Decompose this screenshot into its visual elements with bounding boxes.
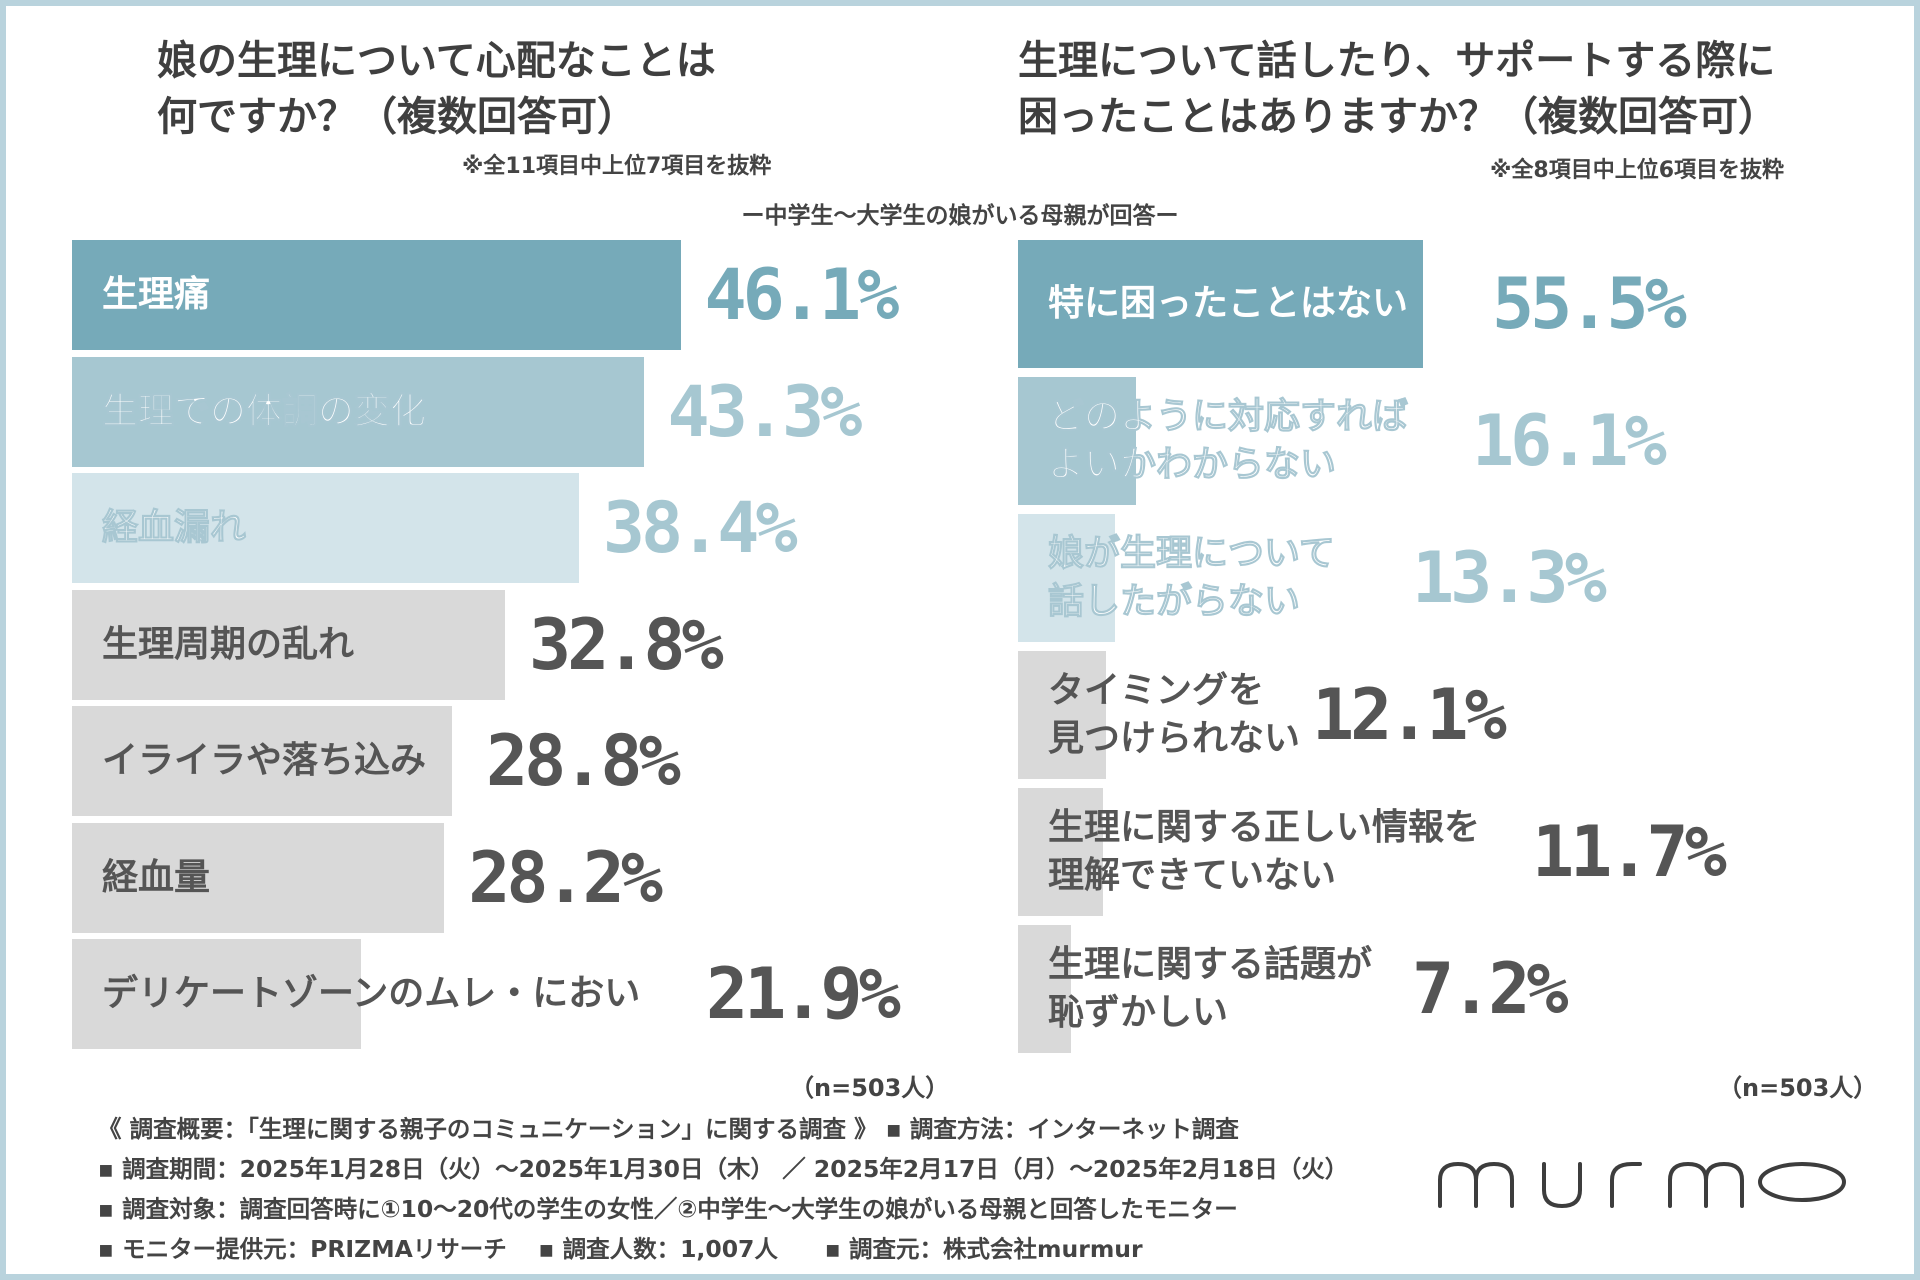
bar-2: [72, 356, 644, 467]
value-label-2: 43.3%: [667, 370, 863, 453]
right-title-line1: 生理について話したり、サポートする際に: [1018, 38, 1776, 84]
value-label-4: 12.1%: [1312, 674, 1507, 756]
value-label-7: 21.9%: [706, 953, 901, 1035]
bar-1: [72, 240, 681, 350]
bar-label-1: 特に困ったことはない: [1048, 279, 1408, 329]
bar-label-line: 経血漏れ: [101, 507, 247, 549]
value-label-5: 11.7%: [1532, 811, 1727, 893]
right-note: ※全8項目中上位6項目を抜粋: [1490, 158, 1785, 183]
value-label-5: 28.8%: [486, 720, 681, 802]
left-title-line1: 娘の生理について心配なことは: [157, 38, 716, 84]
bar-label-3: 経血漏れ: [101, 503, 247, 553]
bar-label-5: 生理に関する正しい情報を 理解できていない: [1048, 804, 1480, 900]
bar-label-6: 経血量: [102, 853, 210, 903]
value-label-4: 32.8%: [528, 603, 724, 686]
bar-label-line: よいかわからない: [1047, 444, 1337, 486]
bar-label-5: イライラや落ち込み: [102, 736, 426, 786]
bar-6: [72, 822, 445, 933]
footer-survey-provider: ▪ モニター提供元：PRIZMAリサーチ ▪ 調査人数：1,007人 ▪ 調査元…: [98, 1235, 1143, 1263]
value-label-2: 16.1%: [1472, 400, 1667, 482]
bar-4: [72, 589, 505, 700]
footer-survey-period: ▪ 調査期間：2025年1月28日（火）〜2025年1月30日（木） ／ 202…: [98, 1155, 1349, 1183]
right-title-line2: 困ったことはありますか？（複数回答可）: [1018, 94, 1778, 140]
bar-4: [1018, 651, 1107, 779]
bar-label-3: 娘が生理について 話したがらない: [1048, 530, 1336, 626]
bar-label-2: どのように対応すれば よいかわからない: [1047, 393, 1409, 489]
murmo-logo: [1436, 1150, 1856, 1224]
bar-label-1: 生理痛: [102, 270, 210, 320]
footer-survey-target: ▪ 調査対象：調査回答時に①10〜20代の学生の女性／②中学生〜大学生の娘がいる…: [98, 1195, 1238, 1223]
value-label-6: 28.2%: [468, 836, 663, 919]
bar-label-4: 生理周期の乱れ: [102, 620, 354, 670]
bar-label-7: デリケートゾーンのムレ・におい: [102, 969, 640, 1019]
bar-label-line: 見つけられない: [1048, 718, 1301, 759]
left-sample-size: （n=503人）: [790, 1074, 950, 1102]
value-label-3: 13.3%: [1412, 537, 1607, 619]
bar-label-line: 生理での体調の変化: [101, 390, 427, 432]
bar-label-line: 経血量: [102, 856, 211, 898]
bar-1: [1018, 240, 1424, 368]
left-note: ※全11項目中上位7項目を抜粋: [462, 154, 772, 179]
bar-label-line: イライラや落ち込み: [102, 740, 427, 781]
bar-3: [72, 473, 579, 583]
bar-label-line: 話したがらない: [1048, 581, 1301, 623]
bar-7: [72, 939, 362, 1049]
bar-label-line: 生理に関する話題が: [1048, 944, 1373, 985]
value-label-1: 46.1%: [704, 254, 900, 336]
bar-label-line: タイミングを: [1048, 670, 1265, 711]
bar-label-4: タイミングを 見つけられない: [1048, 667, 1300, 763]
bar-5: [72, 706, 453, 816]
bar-6: [1018, 925, 1071, 1053]
bar-label-6: 生理に関する話題が 恥ずかしい: [1048, 941, 1372, 1037]
bar-label-line: 理解できていない: [1048, 855, 1337, 896]
value-label-1: 55.5%: [1492, 263, 1687, 345]
bar-label-line: 生理周期の乱れ: [102, 623, 355, 665]
bar-label-line: 生理痛: [102, 274, 211, 315]
bar-label-line: どのように対応すれば: [1047, 396, 1409, 438]
bar-label-2: 生理での体調の変化: [101, 387, 427, 437]
bar-label-line: 特に困ったことはない: [1048, 283, 1409, 324]
respondent-caption: ー中学生〜大学生の娘がいる母親が回答ー: [741, 203, 1179, 229]
bar-label-line: デリケートゾーンのムレ・におい: [102, 973, 641, 1014]
murmo-logo-mark: [1438, 1161, 1846, 1209]
footer-survey-overview: 《 調査概要：「生理に関する親子のコミュニケーション」に関する調査 》 ▪ 調査…: [98, 1115, 1239, 1143]
bar-label-line: 恥ずかしい: [1048, 992, 1229, 1033]
bar-label-line: 生理に関する正しい情報を: [1048, 807, 1481, 848]
value-label-3: 38.4%: [602, 487, 798, 569]
value-label-6: 7.2%: [1412, 948, 1569, 1030]
bar-label-line: 娘が生理について: [1048, 533, 1336, 575]
bar-2: [1018, 377, 1136, 505]
bar-5: [1018, 788, 1104, 916]
right-sample-size: （n=503人）: [1718, 1074, 1878, 1102]
left-title-line2: 何ですか？（複数回答可）: [157, 94, 637, 140]
bar-3: [1018, 514, 1116, 642]
